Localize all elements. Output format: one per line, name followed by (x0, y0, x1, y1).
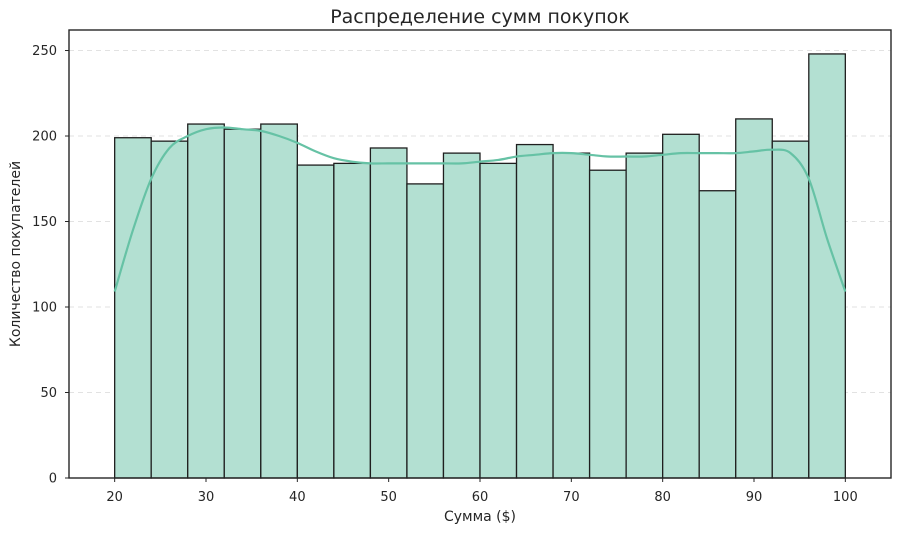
x-tick-label-40: 40 (289, 490, 306, 505)
histogram-bar-13 (552, 152, 591, 479)
histogram-bar-15 (625, 152, 664, 479)
y-tick-label-150: 150 (32, 215, 57, 230)
histogram-bar-16 (662, 133, 700, 479)
histogram-bar-19 (771, 140, 810, 479)
x-tick-label-60: 60 (472, 490, 489, 505)
histogram-bar-5 (260, 123, 298, 479)
x-tick-label-20: 20 (106, 490, 123, 505)
kde-curve (113, 126, 847, 292)
x-axis-ticks: 20 30 40 50 60 70 80 90 100 (106, 478, 858, 505)
y-tick-label-50: 50 (40, 386, 57, 401)
x-tick-label-50: 50 (380, 490, 397, 505)
histogram-bars (114, 53, 846, 479)
y-tick-label-0: 0 (49, 472, 57, 487)
y-tick-label-100: 100 (32, 301, 57, 316)
histogram-bar-3 (187, 123, 225, 479)
histogram-bar-17 (698, 190, 737, 479)
histogram-bar-4 (223, 128, 262, 479)
histogram-bar-2 (150, 140, 189, 479)
chart-title: Распределение сумм покупок (330, 6, 630, 28)
histogram-bar-1 (114, 137, 152, 479)
x-tick-label-90: 90 (746, 490, 763, 505)
kde-curve-layer (113, 126, 847, 292)
x-axis-label: Сумма ($) (444, 509, 516, 525)
x-tick-label-70: 70 (563, 490, 580, 505)
histogram-bar-14 (588, 169, 627, 479)
histogram-bar-8 (369, 147, 408, 479)
y-tick-label-250: 250 (32, 44, 57, 59)
histogram-bar-9 (406, 183, 445, 479)
y-axis-label: Количество покупателей (8, 161, 24, 347)
histogram-bar-10 (442, 152, 481, 479)
histogram-bar-7 (333, 162, 372, 479)
histogram-bar-18 (735, 118, 773, 479)
x-tick-label-30: 30 (198, 490, 215, 505)
x-tick-label-80: 80 (654, 490, 671, 505)
histogram-bar-12 (515, 143, 554, 479)
histogram-bar-20 (808, 53, 846, 479)
x-tick-label-100: 100 (833, 490, 858, 505)
y-tick-label-200: 200 (32, 130, 57, 145)
histogram-bar-6 (296, 164, 335, 479)
histogram-bar-11 (479, 162, 518, 479)
y-axis-ticks: 0 50 100 150 200 250 (32, 44, 69, 487)
